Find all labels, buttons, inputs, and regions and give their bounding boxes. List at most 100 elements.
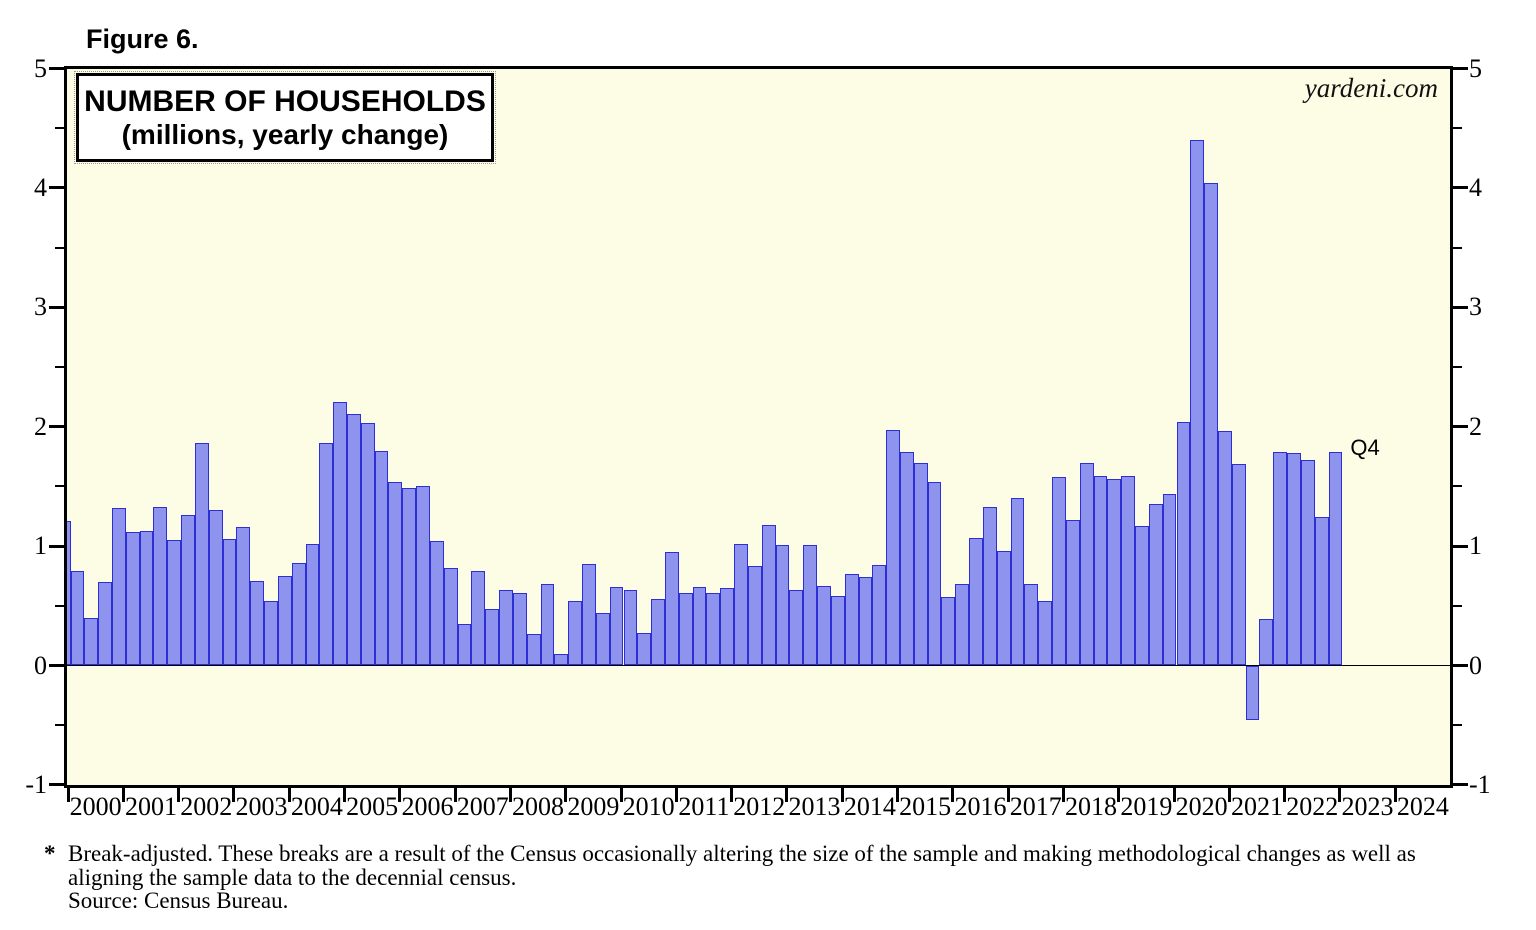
x-axis-label-2021: 2021 [1230,792,1283,821]
y-tick-major-left-3.0 [49,305,64,309]
bar-2011Q1 [678,592,693,666]
x-tick-2023 [1338,788,1342,802]
figure-label: Figure 6. [86,24,199,54]
bar-2021Q3 [1259,618,1274,666]
bar-2003Q1 [236,526,251,666]
bar-2003Q4 [277,575,292,666]
x-axis-label-2016: 2016 [954,792,1007,821]
x-tick-2013 [785,788,789,802]
bar-2005Q3 [374,450,389,666]
bar-2012Q1 [734,543,748,666]
x-tick-2024 [1393,788,1397,802]
bar-2007Q3 [485,609,500,666]
bar-2007Q2 [471,571,486,666]
bar-2011Q3 [706,592,721,666]
bar-2013Q4 [830,596,845,666]
bar-2011Q4 [720,587,735,666]
y-axis-label-left-2: 2 [34,411,47,441]
bar-2020Q1 [1176,421,1191,666]
bar-2014Q4 [886,430,900,666]
bar-2022Q3 [1314,517,1329,666]
bar-2014Q3 [872,565,887,666]
bar-2013Q2 [803,544,818,666]
y-axis-label-left-5: 5 [34,53,47,83]
bar-2007Q4 [499,590,513,666]
bar-2002Q3 [208,510,223,666]
bar-2013Q1 [789,590,804,666]
x-tick-2006 [398,788,402,802]
bar-2006Q1 [402,487,417,666]
bar-2020Q3 [1204,183,1218,666]
y-tick-major-right-1.0 [1453,544,1468,548]
x-axis-label-2006: 2006 [401,792,454,821]
bar-2000Q3 [98,581,112,666]
x-axis-label-2010: 2010 [622,792,675,821]
bar-2015Q1 [900,451,914,666]
x-axis-label-2001: 2001 [124,792,177,821]
bars-container [67,69,1450,785]
x-axis-label-2023: 2023 [1341,792,1394,821]
bar-2008Q1 [512,592,527,666]
bar-2001Q3 [153,506,168,666]
x-tick-2001 [121,788,125,802]
bar-2001Q2 [139,530,154,666]
x-tick-2022 [1283,788,1287,802]
x-axis-label-2004: 2004 [290,792,343,821]
bar-2002Q4 [222,538,237,666]
bar-2017Q1 [1010,498,1025,666]
bar-2006Q4 [443,567,458,666]
x-tick-2018 [1061,788,1065,802]
bar-2004Q4 [333,401,347,666]
y-tick-minor-left-2.5 [55,366,64,368]
bar-2010Q1 [623,590,638,666]
x-tick-2007 [453,788,457,802]
bar-2015Q2 [913,462,928,666]
x-tick-2017 [1006,788,1010,802]
chart-subtitle: (millions, yearly change) [121,119,449,150]
bar-2008Q3 [540,584,555,666]
bar-2004Q1 [291,562,306,666]
footnote-line-1-text: Break-adjusted. These breaks are a resul… [68,841,1416,866]
bar-2009Q2 [582,564,596,666]
x-axis-label-2018: 2018 [1065,792,1118,821]
x-axis-label-2003: 2003 [235,792,288,821]
y-tick-minor-right-0.5 [1453,604,1462,607]
x-tick-2014 [840,788,844,802]
y-tick-minor-right-4.5 [1453,127,1462,130]
x-tick-2002 [177,788,181,802]
x-tick-2011 [674,788,678,802]
x-axis-label-2012: 2012 [733,792,786,821]
bar-2014Q1 [844,573,859,666]
bar-2020Q2 [1190,140,1205,666]
bar-2015Q3 [927,481,942,666]
x-axis-label-2013: 2013 [788,792,841,821]
y-axis-label-right--1: -1 [1469,769,1491,799]
y-tick-major-right-4.0 [1453,186,1468,190]
x-tick-2021 [1227,788,1231,802]
zero-line [67,665,1450,666]
y-tick-minor-right-3.5 [1453,246,1462,249]
bar-2005Q4 [388,481,403,666]
y-tick-major-left-0.0 [49,664,64,667]
y-tick-minor-left-0.5 [55,604,64,607]
x-tick-2004 [287,788,291,802]
y-tick-major-left-2.0 [49,425,64,429]
bar-2001Q4 [167,540,182,666]
bar-2014Q2 [858,577,873,666]
bar-2018Q2 [1079,462,1094,666]
y-tick-major-left-4.0 [49,186,64,190]
bar-2012Q2 [747,566,762,666]
x-tick-2009 [564,788,568,802]
bar-2017Q3 [1038,601,1053,666]
watermark: yardeni.com [1304,73,1438,103]
bar-2009Q3 [595,612,610,666]
bar-2013Q3 [817,585,831,666]
y-tick-major-left--1.0 [49,783,64,787]
x-tick-2019 [1117,788,1121,802]
y-axis-label-left--1: -1 [25,769,47,799]
bar-2020Q4 [1217,431,1232,666]
y-axis-label-right-5: 5 [1469,53,1482,83]
bar-2003Q3 [264,601,278,666]
footnote-line-1: * Break-adjusted. These breaks are a resu… [44,842,1464,866]
y-tick-major-right-2.0 [1453,425,1468,429]
